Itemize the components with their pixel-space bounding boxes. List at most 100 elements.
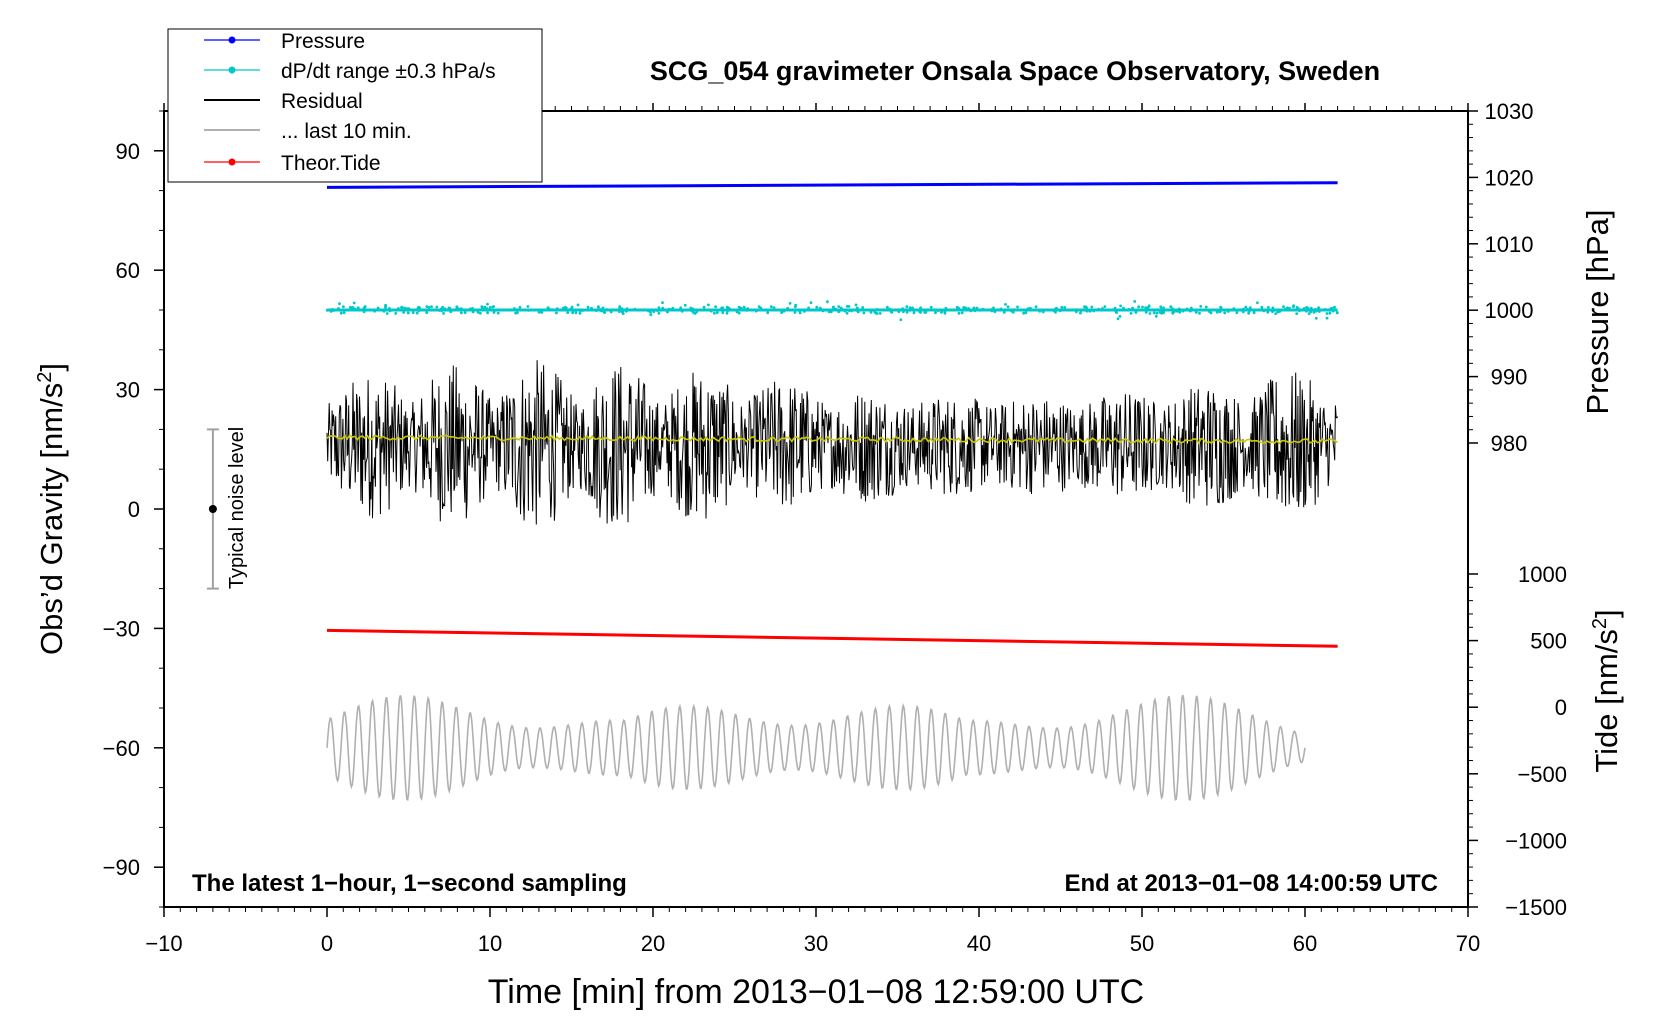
dpdt-point xyxy=(1022,311,1025,315)
noise-label: Typical noise level xyxy=(226,427,248,589)
dpdt-point xyxy=(478,311,482,315)
dpdt-point xyxy=(617,310,621,313)
dpdt-point xyxy=(807,306,810,310)
x-tick-label: 50 xyxy=(1130,931,1154,956)
y-axis-label-left-text: Obs’d Gravity [nm/s xyxy=(34,383,69,655)
dpdt-point xyxy=(416,306,420,310)
dpdt-point xyxy=(1169,305,1173,309)
dpdt-point xyxy=(633,307,637,311)
dpdt-point xyxy=(714,305,717,309)
dpdt-point xyxy=(449,310,453,314)
dpdt-point xyxy=(1240,308,1244,312)
dpdt-point xyxy=(540,311,544,314)
dpdt-point xyxy=(447,308,451,312)
y-axis-label-left-close: ] xyxy=(34,363,69,372)
dpdt-point xyxy=(1103,305,1107,308)
noise-indicator: Typical noise level xyxy=(206,427,248,590)
pressure-tick-label: 1010 xyxy=(1485,232,1534,257)
dpdt-point xyxy=(1185,307,1189,311)
dpdt-point xyxy=(850,309,854,313)
dpdt-point xyxy=(1090,305,1094,309)
dpdt-point xyxy=(1158,311,1162,314)
dpdt-point xyxy=(689,306,693,310)
legend-marker-pressure xyxy=(228,36,236,44)
annotation-end-time: End at 2013−01−08 14:00:59 UTC xyxy=(1064,870,1438,897)
dpdt-point xyxy=(435,305,439,309)
dpdt-point xyxy=(658,308,662,312)
dpdt-point xyxy=(547,307,551,311)
y-axis-label-tide-text: Tide [nm/s xyxy=(1589,629,1624,773)
dpdt-point xyxy=(855,309,859,312)
dpdt-point xyxy=(1333,305,1336,309)
dpdt-point xyxy=(353,307,357,311)
y-axis-label-tide-sup: 2 xyxy=(1589,618,1611,629)
dpdt-point xyxy=(990,309,994,313)
dpdt-point xyxy=(739,308,743,312)
dpdt-point xyxy=(666,310,669,314)
dpdt-point xyxy=(682,308,685,312)
dpdt-point xyxy=(1181,309,1185,313)
dpdt-point xyxy=(337,307,340,310)
dpdt-point xyxy=(869,310,873,314)
dpdt-point xyxy=(847,305,851,308)
dpdt-point xyxy=(707,303,710,307)
dpdt-point xyxy=(402,311,405,314)
dpdt-point xyxy=(1260,308,1264,311)
dpdt-point xyxy=(908,306,912,309)
dpdt-point xyxy=(571,309,575,313)
dpdt-point xyxy=(1122,306,1125,310)
dpdt-point xyxy=(559,308,563,312)
dpdt-point xyxy=(715,311,719,315)
dpdt-point xyxy=(1271,306,1275,310)
dpdt-point xyxy=(489,308,493,312)
dpdt-point xyxy=(966,307,970,311)
dpdt-point xyxy=(972,306,976,310)
dpdt-point xyxy=(1011,310,1015,314)
y-axis-label-tide-close: ] xyxy=(1589,609,1624,618)
dpdt-point xyxy=(1016,305,1019,309)
dpdt-point xyxy=(486,302,489,306)
dpdt-point xyxy=(576,303,580,307)
dpdt-point xyxy=(1325,312,1329,315)
dpdt-point xyxy=(975,306,979,310)
dpdt-point xyxy=(514,308,518,312)
dpdt-point xyxy=(609,310,613,314)
dpdt-point xyxy=(325,308,329,312)
dpdt-point xyxy=(1318,310,1321,313)
dpdt-point xyxy=(929,305,933,309)
dpdt-point xyxy=(586,305,590,309)
dpdt-point xyxy=(1097,307,1101,311)
dpdt-point xyxy=(526,305,530,308)
dpdt-point xyxy=(625,307,629,311)
dpdt-point xyxy=(647,309,650,313)
dpdt-point xyxy=(1141,305,1144,309)
dpdt-point xyxy=(788,302,792,305)
dpdt-point xyxy=(417,309,421,312)
residual-series xyxy=(326,360,1339,525)
dpdt-point xyxy=(493,309,496,313)
dpdt-point xyxy=(821,309,825,313)
residual-smoothed-series xyxy=(326,433,1339,445)
dpdt-point xyxy=(574,311,578,315)
dpdt-point xyxy=(1079,309,1083,313)
dpdt-point xyxy=(878,312,882,315)
dpdt-point xyxy=(834,307,838,311)
legend-label-residual: Residual xyxy=(281,90,363,113)
dpdt-point xyxy=(338,302,341,306)
dpdt-point xyxy=(993,310,997,314)
dpdt-point xyxy=(1082,308,1086,311)
dpdt-point xyxy=(843,309,847,313)
dpdt-point xyxy=(661,306,665,310)
dpdt-point xyxy=(523,308,527,312)
dpdt-point xyxy=(332,309,335,312)
dpdt-point xyxy=(854,303,858,307)
dpdt-point xyxy=(657,311,661,315)
dpdt-point xyxy=(1084,305,1088,309)
dpdt-point xyxy=(516,308,520,312)
dpdt-point xyxy=(832,305,835,309)
dpdt-point xyxy=(649,313,653,317)
legend: Pressure dP/dt range ±0.3 hPa/s Residual… xyxy=(167,28,543,183)
y-tick-label-left: 60 xyxy=(116,258,140,283)
dpdt-point xyxy=(476,310,480,314)
dpdt-point xyxy=(757,305,761,309)
